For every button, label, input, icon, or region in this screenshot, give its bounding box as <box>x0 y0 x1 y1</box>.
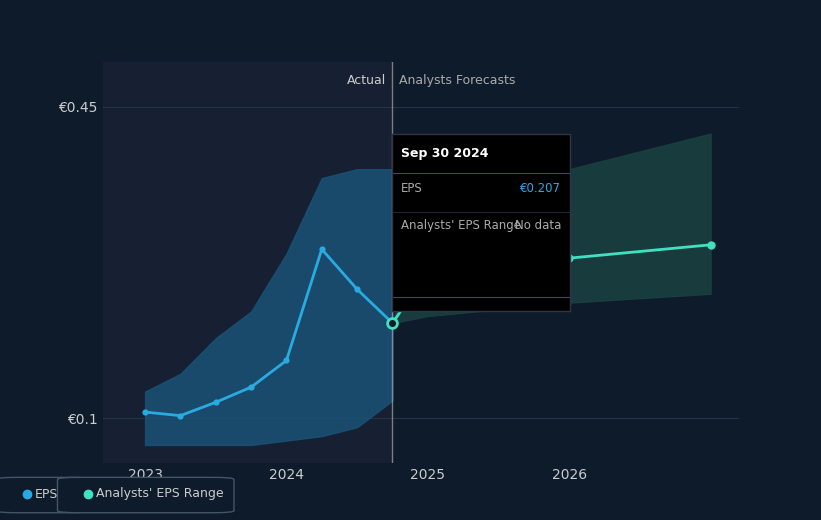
FancyBboxPatch shape <box>0 477 90 513</box>
Point <box>386 319 399 327</box>
Point <box>280 356 293 365</box>
Point <box>174 411 187 420</box>
Point <box>209 398 222 407</box>
Point <box>351 285 364 293</box>
Text: Analysts' EPS Range: Analysts' EPS Range <box>97 488 224 500</box>
Point <box>704 241 718 249</box>
Bar <box>103 62 392 463</box>
Point <box>245 383 258 392</box>
Point <box>562 254 576 262</box>
FancyBboxPatch shape <box>57 477 234 513</box>
Point <box>386 319 399 327</box>
Text: Actual: Actual <box>346 74 386 87</box>
Point <box>315 245 328 253</box>
Text: EPS: EPS <box>34 488 58 500</box>
Point <box>421 267 434 276</box>
Text: Analysts Forecasts: Analysts Forecasts <box>399 74 516 87</box>
Point <box>139 408 152 416</box>
